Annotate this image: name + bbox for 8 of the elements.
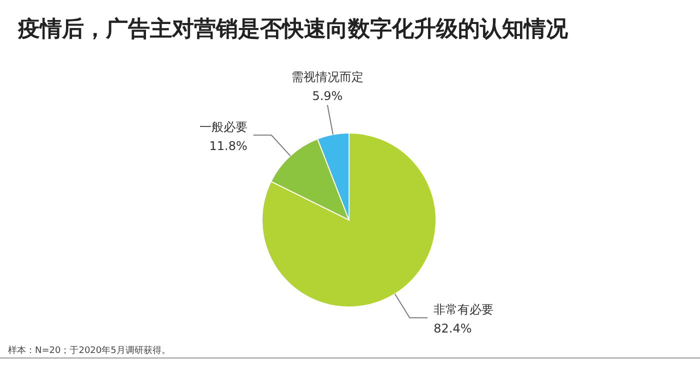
slice-label: 一般必要 [199,120,248,134]
data-label: 5.9% [312,89,343,103]
slice-label: 需视情况而定 [291,70,364,84]
data-label: 82.4% [434,322,472,336]
data-label: 11.8% [209,139,248,154]
slice-label: 非常有必要 [434,302,494,317]
text: 样本：N=20；于2020年5月调研获得。 [8,345,170,356]
chart-title: 疫情后，广告主对营销是否快速向数字化升级的认知情况 [17,16,569,42]
